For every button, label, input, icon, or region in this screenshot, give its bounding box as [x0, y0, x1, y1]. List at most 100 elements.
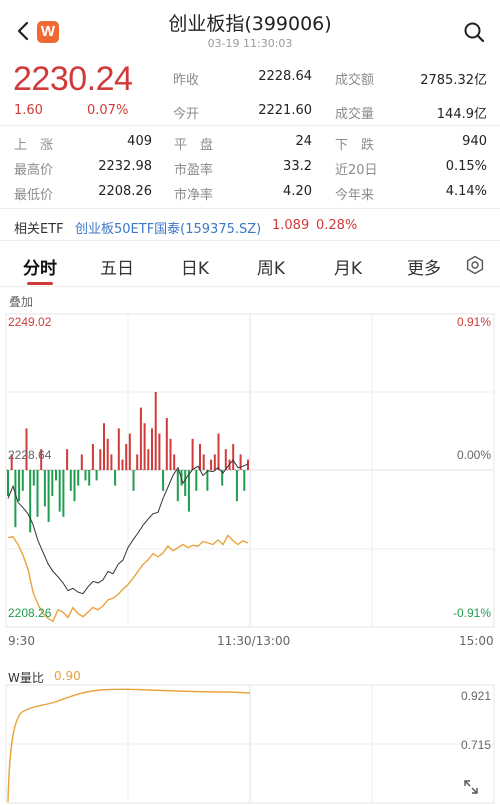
- volume-bar: [21, 470, 24, 491]
- volume-bar: [95, 470, 98, 481]
- search-icon[interactable]: [462, 20, 486, 44]
- volume-bar: [247, 459, 249, 470]
- volume-bar: [147, 449, 150, 470]
- back-arrow-icon[interactable]: [12, 18, 34, 44]
- update-time: 03-19 11:30:03: [207, 37, 293, 50]
- volume-bar: [132, 470, 135, 491]
- tab-more[interactable]: 更多: [407, 259, 441, 279]
- volume-bar: [36, 470, 39, 517]
- volume-bar: [121, 459, 124, 470]
- pct-tick-bottom: -0.91%: [453, 606, 491, 620]
- volume-bar: [7, 470, 9, 496]
- related-etf-label: 相关ETF: [14, 222, 64, 237]
- turnover-label: 成交额: [335, 73, 375, 88]
- intraday-chart: 2249.02 2228.64 2208.26 0.91% 0.00% -0.9…: [5, 313, 495, 628]
- volume-bar: [43, 470, 46, 507]
- volume-bar: [58, 470, 61, 512]
- volume-bar: [32, 470, 35, 486]
- w-tick-high: 0.921: [461, 689, 491, 703]
- volume-bar: [51, 470, 54, 496]
- volume-bar: [206, 470, 209, 491]
- volume-bar: [114, 470, 117, 486]
- volume-bar: [184, 470, 187, 496]
- volume-bar: [143, 423, 146, 470]
- stat-label: 最高价: [14, 163, 54, 178]
- stat-label: 最低价: [14, 188, 54, 203]
- volume-bar: [62, 470, 65, 517]
- stat-label: 下 跌: [335, 138, 375, 153]
- stat-value: 33.2: [283, 159, 312, 174]
- volume-bar: [40, 449, 43, 470]
- w-ratio-chart: 0.921 0.715: [5, 684, 495, 804]
- time-label-noon: 11:30/13:00: [217, 634, 291, 648]
- y-tick-top: 2249.02: [8, 315, 52, 329]
- volume-bar: [151, 428, 153, 470]
- time-label-open: 9:30: [8, 634, 35, 648]
- tab-weekly-k[interactable]: 周K: [256, 259, 286, 279]
- volume-bar: [73, 470, 76, 502]
- active-tab-indicator: [27, 282, 53, 285]
- stat-label: 平 盘: [174, 138, 214, 153]
- volume-bar: [10, 454, 13, 470]
- volume-bar: [162, 470, 165, 491]
- volume-bar: [77, 470, 80, 486]
- volume-bar: [187, 470, 190, 512]
- volume-value: 144.9亿: [436, 107, 487, 122]
- volume-bar: [158, 433, 161, 470]
- volume-bar: [55, 470, 57, 481]
- stat-label: 上 涨: [14, 138, 54, 153]
- volume-bar: [91, 444, 94, 470]
- related-etf-link[interactable]: 创业板50ETF国泰(159375.SZ): [75, 222, 262, 237]
- settings-icon[interactable]: [465, 255, 485, 275]
- price-change-pct: 0.07%: [87, 103, 129, 118]
- volume-bar: [29, 470, 32, 533]
- volume-bar: [99, 449, 102, 470]
- volume-bar: [106, 438, 109, 470]
- w-ratio-line: [7, 688, 251, 803]
- volume-bar: [18, 470, 21, 502]
- time-label-close: 15:00: [459, 634, 494, 648]
- tab-daily-k[interactable]: 日K: [180, 259, 210, 279]
- chart-grid: [5, 313, 495, 628]
- volume-bar: [232, 444, 235, 470]
- stat-value: 4.20: [283, 184, 312, 199]
- y-tick-mid: 2228.64: [8, 448, 52, 462]
- pct-tick-mid: 0.00%: [457, 448, 491, 462]
- overlay-button[interactable]: 叠加: [9, 295, 34, 309]
- stat-label: 今年来: [335, 188, 375, 203]
- prev-close-value: 2228.64: [258, 69, 312, 84]
- expand-icon[interactable]: [462, 778, 480, 796]
- series-line-avg: [7, 534, 249, 623]
- volume-label: 成交量: [335, 107, 375, 122]
- volume-bar: [169, 438, 172, 470]
- volume-bar: [224, 449, 227, 470]
- tab-intraday[interactable]: 分时: [23, 259, 57, 279]
- app-logo-icon: W: [37, 21, 59, 43]
- tab-monthly-k[interactable]: 月K: [333, 259, 363, 279]
- current-price: 2230.24: [13, 60, 133, 98]
- volume-bars: [7, 392, 249, 533]
- volume-bar: [103, 423, 105, 470]
- tab-five-day[interactable]: 五日: [100, 259, 134, 279]
- stat-value: 2232.98: [98, 159, 152, 174]
- related-etf-price: 1.089: [272, 218, 310, 233]
- volume-bar: [80, 454, 83, 470]
- volume-bar: [176, 470, 179, 502]
- volume-bar: [191, 438, 194, 470]
- volume-bar: [14, 470, 17, 528]
- volume-bar: [217, 433, 220, 470]
- volume-bar: [117, 428, 120, 470]
- stat-value: 4.14%: [445, 184, 487, 199]
- page-title: 创业板指(399006): [168, 13, 332, 35]
- volume-bar: [47, 470, 50, 522]
- prev-close-label: 昨收: [173, 73, 200, 88]
- related-etf-pct: 0.28%: [316, 218, 358, 233]
- volume-bar: [202, 454, 205, 470]
- volume-bar: [110, 454, 113, 470]
- stat-value: 409: [127, 134, 152, 149]
- volume-bar: [173, 454, 176, 470]
- volume-bar: [213, 454, 216, 470]
- w-ratio-label: W量比: [8, 671, 44, 685]
- open-value: 2221.60: [258, 103, 312, 118]
- stat-label: 市盈率: [174, 163, 214, 178]
